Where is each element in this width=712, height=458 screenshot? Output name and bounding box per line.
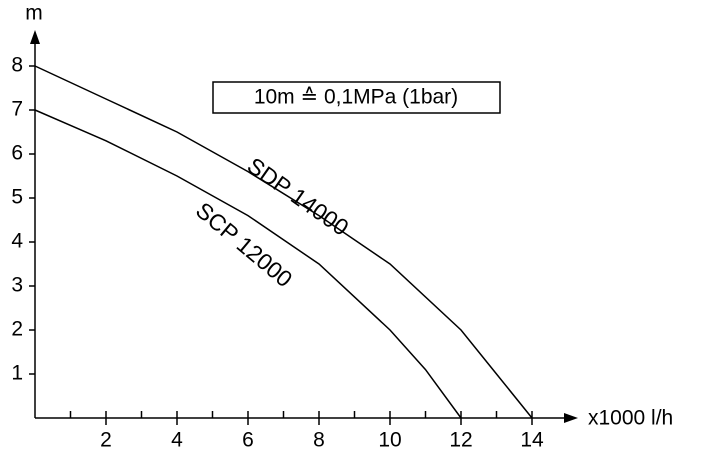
series-label: SDP 14000 (243, 152, 354, 241)
y-tick-label: 6 (11, 142, 23, 165)
y-tick-label: 4 (11, 230, 23, 253)
x-axis-label: x1000 l/h (588, 407, 673, 430)
x-tick-label: 10 (378, 429, 401, 452)
series-line (34, 65, 533, 419)
x-tick-label: 6 (242, 429, 254, 452)
y-axis-label: m (25, 2, 43, 25)
x-arrow (564, 413, 578, 423)
y-tick-label: 3 (11, 274, 23, 297)
x-tick-label: 2 (100, 429, 112, 452)
series-line (34, 109, 462, 419)
annotation-box (212, 81, 501, 114)
x-tick-label: 4 (171, 429, 183, 452)
x-tick-label: 8 (313, 429, 325, 452)
y-tick-label: 8 (11, 54, 23, 77)
y-tick-label: 2 (11, 318, 23, 341)
y-tick-label: 5 (11, 186, 23, 209)
series-label: SCP 12000 (191, 197, 298, 292)
y-tick-label: 7 (11, 98, 23, 121)
y-arrow (30, 30, 40, 44)
x-tick-label: 14 (520, 429, 544, 452)
y-tick-label: 1 (11, 362, 23, 385)
annotation: 10m ≙ 0,1MPa (1bar) (254, 86, 458, 109)
x-tick-label: 12 (449, 429, 472, 452)
